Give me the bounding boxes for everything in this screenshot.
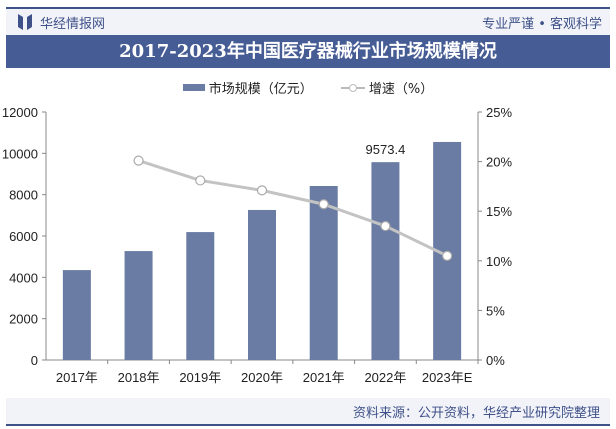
footer-bar: 资料来源：公开资料，华经产业研究院整理 [6, 398, 610, 425]
right-tick-label: 10% [486, 254, 512, 269]
legend-bar-swatch [182, 84, 205, 91]
legend-line-label: 增速（%） [368, 82, 434, 97]
growth-point [442, 250, 453, 261]
brand-name: 华经情报网 [40, 17, 106, 32]
growth-point [256, 185, 268, 196]
top-rule [6, 7, 610, 9]
bar [124, 251, 153, 360]
growth-point [318, 199, 329, 210]
growth-point [195, 175, 206, 186]
legend-line-swatch [340, 83, 365, 93]
right-tick-label: 5% [486, 303, 505, 318]
x-tick-label: 2019年 [179, 370, 221, 385]
x-tick-label: 2022年 [364, 370, 406, 385]
left-tick-label: 0 [31, 353, 38, 368]
growth-line [138, 159, 448, 258]
x-tick-label: 2023年E [422, 370, 473, 385]
right-tick-label: 25% [486, 105, 512, 120]
bar [248, 209, 276, 360]
right-tick-label: 20% [486, 155, 512, 170]
header-bar: 华经情报网 专业严谨 • 客观科学 [6, 9, 610, 35]
left-tick-label: 10000 [2, 146, 38, 161]
left-tick-label: 8000 [9, 188, 38, 203]
left-tick-label: 12000 [2, 105, 38, 120]
chart-title: 2017-2023年中国医疗器械行业市场规模情况 [6, 35, 610, 68]
x-tick-label: 2018年 [118, 370, 160, 385]
source-note: 资料来源：公开资料，华经产业研究院整理 [352, 406, 600, 421]
right-tick-label: 0% [486, 353, 505, 368]
left-tick-label: 4000 [9, 270, 38, 285]
slogan: 专业严谨 • 客观科学 [482, 17, 602, 32]
left-tick-label: 6000 [9, 229, 38, 244]
legend-bar-label: 市场规模（亿元） [208, 82, 313, 97]
growth-point [380, 220, 391, 232]
right-tick-label: 15% [486, 204, 512, 219]
bar [62, 270, 91, 360]
legend: 市场规模（亿元） 增速（%） [0, 78, 616, 97]
left-tick-label: 2000 [9, 312, 38, 327]
bar [309, 185, 338, 360]
bottom-rule [6, 424, 610, 426]
logo-icon [18, 14, 32, 30]
bar [186, 232, 215, 360]
x-tick-label: 2020年 [241, 370, 283, 385]
bar [371, 162, 400, 360]
x-tick-label: 2021年 [303, 370, 345, 385]
x-tick-label: 2017年 [56, 370, 98, 385]
growth-point [133, 155, 144, 166]
bar-data-label: 9573.4 [366, 142, 406, 157]
